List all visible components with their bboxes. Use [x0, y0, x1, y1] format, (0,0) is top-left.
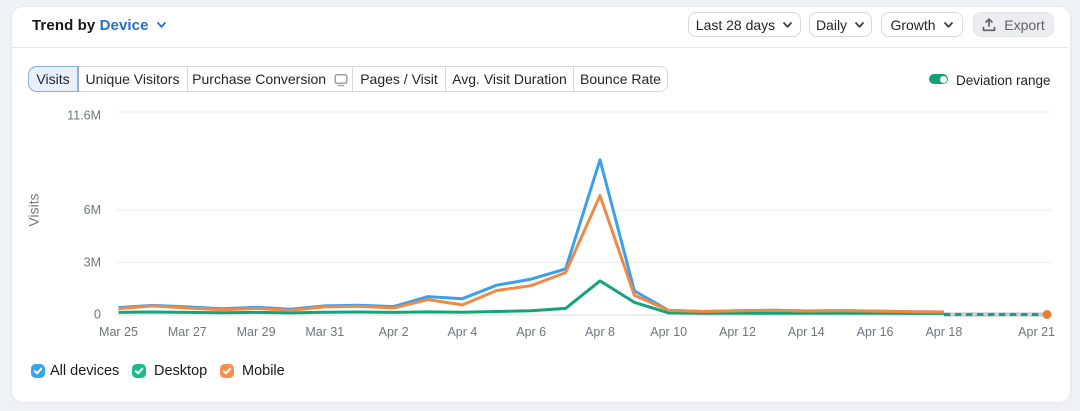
svg-text:Apr 6: Apr 6 [516, 325, 546, 339]
svg-text:Apr 18: Apr 18 [925, 325, 962, 339]
svg-text:Apr 14: Apr 14 [788, 325, 825, 339]
svg-text:Mar 29: Mar 29 [237, 325, 276, 339]
svg-text:Apr 21: Apr 21 [1018, 325, 1055, 339]
svg-text:0: 0 [94, 308, 101, 322]
svg-text:Visits: Visits [26, 193, 42, 226]
svg-text:Apr 8: Apr 8 [585, 325, 615, 339]
svg-text:Apr 2: Apr 2 [379, 325, 409, 339]
svg-text:Apr 16: Apr 16 [857, 325, 894, 339]
svg-text:Mar 31: Mar 31 [305, 325, 344, 339]
svg-text:Apr 12: Apr 12 [719, 325, 756, 339]
svg-text:3M: 3M [84, 256, 101, 270]
svg-text:Mar 27: Mar 27 [168, 325, 207, 339]
svg-text:6M: 6M [84, 203, 101, 217]
svg-text:11.6M: 11.6M [67, 109, 101, 123]
svg-text:Apr 4: Apr 4 [447, 325, 477, 339]
svg-text:Apr 10: Apr 10 [650, 325, 687, 339]
svg-text:Mar 25: Mar 25 [99, 325, 138, 339]
